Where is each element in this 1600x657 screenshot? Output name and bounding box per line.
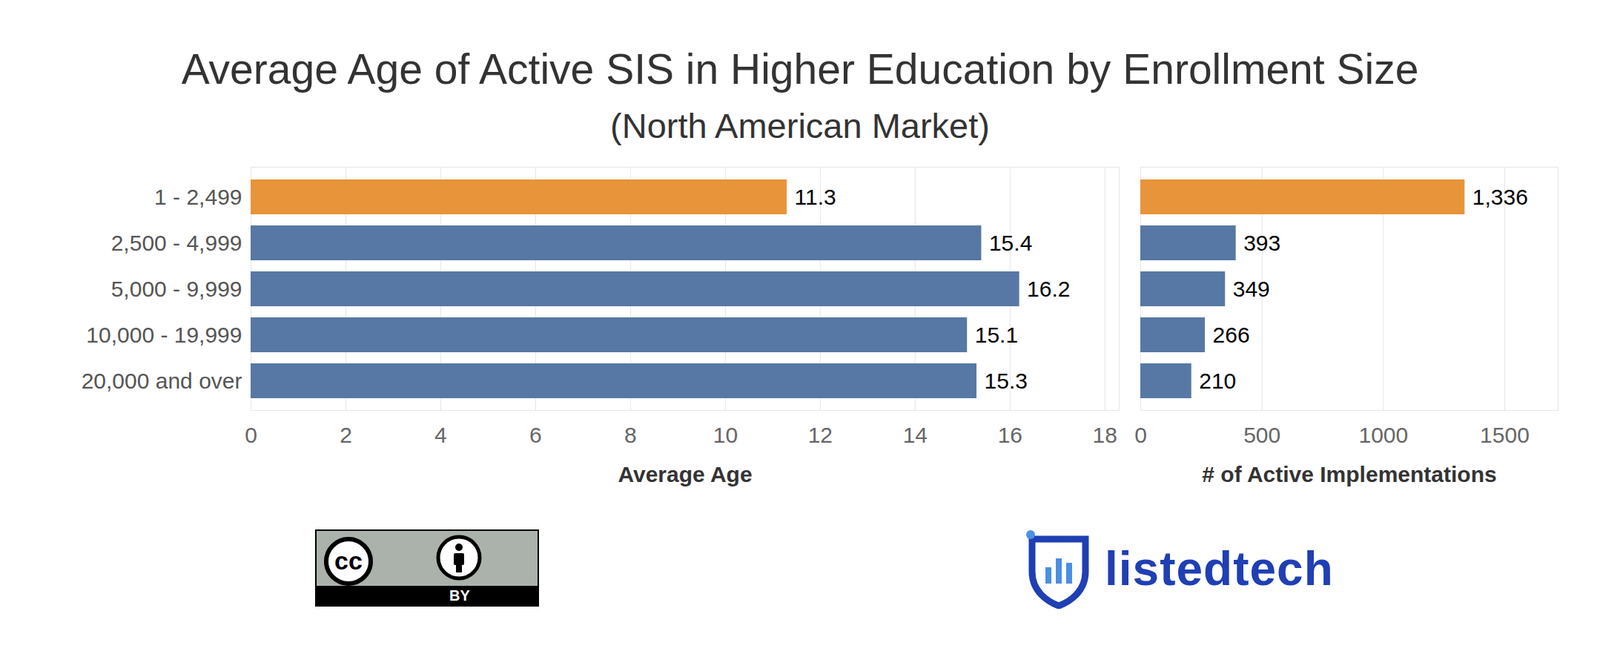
svg-text:# of Active Implementations: # of Active Implementations [1201,461,1497,487]
svg-text:1,336: 1,336 [1472,184,1529,210]
svg-text:2: 2 [339,422,353,448]
html-text:BY: BY [449,587,470,604]
svg-text:5,000 - 9,999: 5,000 - 9,999 [111,276,243,302]
svg-text:15.3: 15.3 [984,368,1028,393]
html-text:cc: cc [334,546,363,575]
html-text:(North American Market): (North American Market) [610,106,990,146]
svg-text:15.4: 15.4 [989,230,1033,256]
svg-text:Average Age: Average Age [617,461,752,487]
svg-text:8: 8 [624,422,637,448]
svg-text:0: 0 [1134,422,1147,448]
svg-text:6: 6 [529,422,542,448]
svg-text:349: 349 [1232,276,1271,302]
svg-text:4: 4 [434,422,448,448]
html-text:listedtech: listedtech [1104,541,1334,596]
svg-text:10,000 - 19,999: 10,000 - 19,999 [86,322,242,347]
svg-text:1 - 2,499: 1 - 2,499 [154,184,242,210]
html-text:Average Age of Active SIS in H: Average Age of Active SIS in Higher Educ… [181,45,1419,93]
svg-text:266: 266 [1212,322,1251,347]
svg-text:1000: 1000 [1358,422,1408,448]
svg-text:2,500 - 4,999: 2,500 - 4,999 [111,230,243,256]
svg-text:16.2: 16.2 [1026,276,1070,302]
svg-text:15.1: 15.1 [974,322,1018,347]
svg-text:16: 16 [997,422,1023,448]
svg-text:10: 10 [713,422,738,448]
svg-text:1500: 1500 [1479,422,1530,448]
svg-text:500: 500 [1243,422,1281,448]
svg-text:11.3: 11.3 [794,184,837,210]
svg-text:14: 14 [903,422,928,448]
svg-text:12: 12 [808,422,833,448]
svg-text:393: 393 [1243,230,1281,256]
svg-text:20,000 and over: 20,000 and over [81,368,243,393]
svg-text:18: 18 [1092,422,1118,448]
svg-text:0: 0 [244,422,258,448]
svg-text:210: 210 [1198,368,1236,393]
